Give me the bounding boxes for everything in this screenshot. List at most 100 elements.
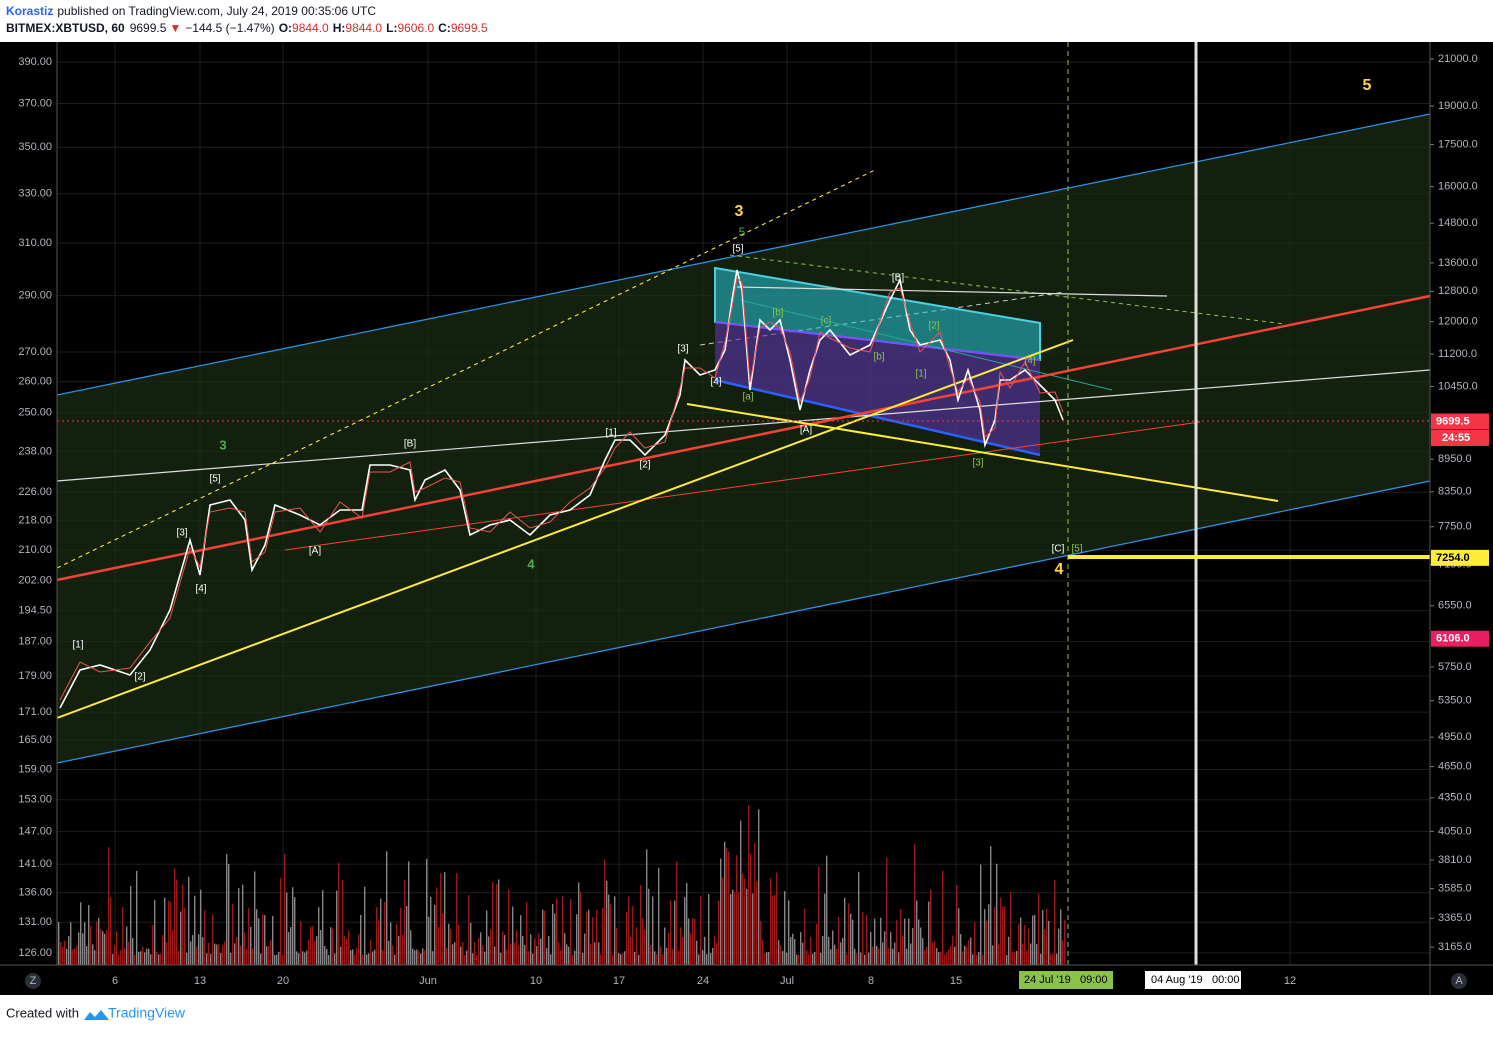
volume-bar — [416, 949, 418, 965]
volume-bar — [796, 954, 798, 965]
volume-bar — [630, 937, 632, 965]
volume-bar — [840, 942, 842, 965]
volume-bar — [852, 919, 854, 965]
axis-button — [1451, 973, 1467, 989]
volume-bar — [132, 938, 134, 965]
volume-bar — [662, 954, 664, 965]
volume-bar — [692, 918, 694, 965]
volume-bar — [902, 935, 904, 965]
x-tick-label: 20 — [277, 975, 289, 987]
volume-bar — [848, 903, 850, 965]
author[interactable]: Korastiz — [6, 4, 53, 18]
volume-bar — [252, 948, 254, 965]
volume-bar — [1032, 915, 1034, 965]
volume-bar — [582, 952, 584, 965]
volume-bar — [844, 897, 846, 965]
volume-bar — [772, 896, 774, 965]
volume-bar — [384, 901, 386, 965]
volume-bar — [1034, 914, 1036, 965]
volume-bar — [62, 946, 64, 965]
volume-bar — [686, 882, 688, 965]
volume-bar — [546, 948, 548, 965]
volume-bar — [736, 855, 738, 965]
volume-bar — [1046, 908, 1048, 965]
volume-bar — [998, 944, 1000, 965]
wave-label: [3] — [972, 458, 983, 469]
volume-bar — [402, 935, 404, 965]
volume-bar — [846, 954, 848, 965]
cursor-time: 09:00 — [1080, 974, 1108, 986]
volume-bar — [498, 879, 500, 965]
right-tick-label: 5750.0 — [1438, 661, 1472, 673]
volume-bar — [1054, 879, 1056, 965]
volume-bar — [832, 930, 834, 965]
volume-bar — [764, 953, 766, 965]
volume-bar — [450, 928, 452, 965]
volume-bar — [934, 941, 936, 965]
volume-bar — [690, 933, 692, 965]
volume-bar — [476, 954, 478, 965]
volume-bar — [674, 900, 676, 965]
volume-bar — [328, 954, 330, 965]
wave-label: [4] — [1024, 356, 1035, 367]
volume-bar — [468, 895, 470, 965]
left-tick-label: 187.00 — [18, 635, 52, 647]
right-tick-label: 14800.0 — [1438, 217, 1478, 229]
left-tick-label: 171.00 — [18, 706, 52, 718]
footer-brand[interactable]: TradingView — [108, 1005, 186, 1021]
volume-bar — [472, 953, 474, 965]
volume-bar — [946, 952, 948, 965]
volume-bar — [162, 935, 164, 965]
volume-bar — [170, 901, 172, 965]
volume-bar — [382, 949, 384, 965]
volume-bar — [248, 907, 250, 965]
volume-bar — [826, 855, 828, 965]
volume-bar — [234, 943, 236, 965]
volume-bar — [340, 946, 342, 965]
x-tick-label: 6 — [112, 975, 118, 987]
volume-bar — [300, 921, 302, 965]
left-tick-label: 131.00 — [18, 916, 52, 928]
volume-bar — [508, 889, 510, 965]
price-badge — [1431, 549, 1489, 566]
volume-bar — [636, 927, 638, 965]
volume-bar — [94, 950, 96, 965]
volume-bar — [276, 954, 278, 965]
x-tick-label: A — [1455, 975, 1463, 987]
volume-bar — [396, 923, 398, 965]
volume-bar — [930, 889, 932, 965]
volume-bar — [58, 921, 60, 965]
volume-bar — [1018, 923, 1020, 965]
volume-bar — [806, 950, 808, 965]
right-tick-label: 16000.0 — [1438, 181, 1478, 193]
volume-bar — [192, 935, 194, 965]
volume-bar — [966, 946, 968, 965]
volume-bar — [222, 945, 224, 965]
volume-bar — [964, 945, 966, 965]
volume-bar — [1028, 928, 1030, 965]
volume-bar — [746, 888, 748, 965]
volume-bar — [820, 952, 822, 965]
volume-bar — [712, 947, 714, 965]
volume-bar — [842, 937, 844, 965]
right-tick-label: 19000.0 — [1438, 100, 1478, 112]
volume-bar — [958, 908, 960, 965]
left-tick-label: 260.00 — [18, 376, 52, 388]
volume-bar — [626, 911, 628, 965]
volume-bar — [678, 950, 680, 965]
labels: 390.00 370.00 350.00 330.00 310.00 290.00 270.… — [18, 53, 1489, 989]
wave-label: [4] — [710, 377, 721, 388]
volume-bar — [776, 872, 778, 965]
volume-bar — [864, 954, 866, 965]
volume-bar — [818, 866, 820, 965]
volume-bar — [988, 904, 990, 965]
volume-bar — [506, 950, 508, 965]
volume-bar — [948, 949, 950, 965]
volume-bar — [488, 936, 490, 965]
volume-bar — [322, 890, 324, 965]
volume-bar — [274, 954, 276, 965]
volume-bar — [876, 946, 878, 965]
volume-bar — [808, 954, 810, 965]
close: 9699.5 — [451, 21, 488, 35]
volume-bar — [456, 873, 458, 965]
